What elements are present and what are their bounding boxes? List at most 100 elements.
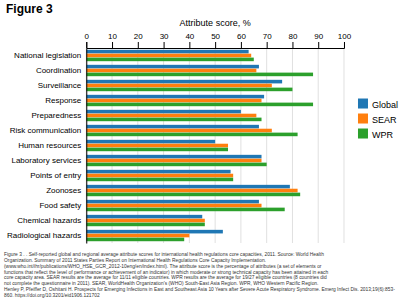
x-tick-label: 60 — [237, 32, 246, 41]
x-tick: 70 — [263, 32, 272, 48]
y-tick-label: National legislation — [14, 51, 81, 60]
grid-line — [343, 48, 344, 243]
y-tick-label: Human resources — [18, 141, 81, 150]
y-tick: Chemical hazards — [17, 216, 86, 225]
title: Figure 3 — [6, 2, 53, 16]
y-tick: National legislation — [14, 51, 86, 60]
y-tick-label: Radiological hazards — [7, 231, 81, 240]
y-tick-label: Risk communication — [10, 126, 82, 135]
y-axis-line — [86, 49, 87, 244]
annotation: functions that reflect the level of perf… — [4, 270, 328, 275]
x-tick-mark — [189, 42, 190, 48]
x-tick: 30 — [160, 32, 169, 48]
x-tick-label: 10 — [108, 32, 117, 41]
x-tick-label: 40 — [185, 32, 194, 41]
y-tick: Food safety — [39, 201, 86, 210]
bar — [86, 88, 292, 92]
bar — [86, 174, 233, 178]
x-tick: 100 — [338, 32, 352, 48]
y-tick-label: Chemical hazards — [17, 216, 81, 225]
bar — [86, 185, 290, 189]
grid — [86, 48, 344, 243]
bar — [86, 219, 205, 223]
x-tick-mark — [267, 42, 268, 48]
bar — [86, 234, 189, 238]
bar-series — [86, 54, 297, 238]
x-tick-mark — [318, 42, 319, 48]
y-tick-label: Preparedness — [31, 111, 81, 120]
x-tick-mark — [112, 42, 113, 48]
bar — [86, 200, 259, 204]
x-axis-title: Attribute score, % — [180, 18, 251, 28]
grid-line — [292, 48, 293, 243]
x-tick-mark — [164, 42, 165, 48]
bar — [86, 99, 261, 103]
bar — [86, 170, 230, 174]
x-axis: 0 10 20 30 40 50 60 70 80 90 100 — [85, 32, 352, 49]
grid-line — [86, 48, 87, 243]
legend-swatch — [358, 129, 368, 139]
legend: GlobalSEARWPR — [358, 99, 398, 140]
bar — [86, 103, 313, 107]
y-tick: Coordination — [36, 66, 86, 75]
x-tick: 10 — [108, 32, 117, 48]
bar — [86, 73, 313, 77]
y-tick: Surveillance — [38, 81, 87, 90]
bar — [86, 140, 215, 144]
annotation: 860. https://doi.org/10.3201/eid1906.121… — [4, 293, 100, 298]
x-tick-label: 50 — [211, 32, 220, 41]
x-tick-label: 30 — [160, 32, 169, 41]
x-tick-label: 80 — [288, 32, 297, 41]
y-tick-label: Response — [45, 96, 82, 105]
x-tick-label: 90 — [314, 32, 323, 41]
bar — [86, 163, 266, 167]
bar — [86, 144, 228, 148]
bar — [86, 178, 233, 182]
annotation: Figure 3 . . Self-reported global and re… — [4, 252, 324, 257]
y-tick: Response — [45, 96, 86, 105]
bar — [86, 110, 241, 114]
x-tick: 50 — [211, 32, 220, 48]
annotation: not complete the questionnaire in 2011).… — [4, 281, 318, 286]
x-tick: 40 — [185, 32, 194, 48]
y-tick: Zoonoses — [46, 186, 86, 195]
bar — [86, 114, 256, 118]
bar — [86, 58, 254, 62]
x-tick-mark — [138, 42, 139, 48]
legend-swatch — [358, 99, 368, 109]
bar — [86, 84, 272, 88]
legend-label: WPR — [372, 130, 393, 140]
bar — [86, 230, 223, 234]
x-tick-mark — [215, 42, 216, 48]
bar — [86, 65, 259, 69]
bar — [86, 133, 297, 137]
bar — [86, 159, 261, 163]
x-tick: 60 — [237, 32, 246, 48]
chart-container: Figure 3 . . Self-reported global and re… — [0, 0, 400, 300]
bar-series — [86, 58, 313, 242]
x-tick-label: 20 — [134, 32, 143, 41]
x-tick-mark — [86, 42, 87, 48]
y-tick: Human resources — [18, 141, 86, 150]
x-tick-label: 100 — [338, 32, 352, 41]
annotation: (www.who.int/ihr/publications/WHO_HSE_GC… — [4, 264, 322, 269]
y-tick-label: Points of entry — [30, 171, 81, 180]
x-tick: 20 — [134, 32, 143, 48]
x-tick-label: 0 — [85, 32, 90, 41]
annotation: core capacity area. SEAR results are the… — [4, 275, 327, 280]
grid-line — [266, 48, 267, 243]
y-tick-label: Food safety — [39, 201, 81, 210]
grid-line — [318, 48, 319, 243]
bars — [86, 50, 313, 241]
legend-item: WPR — [358, 129, 393, 140]
bar — [86, 215, 202, 219]
legend-swatch — [358, 114, 368, 124]
bar — [86, 193, 300, 197]
y-tick-label: Coordination — [36, 66, 81, 75]
y-tick: Risk communication — [10, 126, 87, 135]
x-tick: 0 — [85, 32, 90, 48]
bar — [86, 238, 184, 242]
bar — [86, 125, 259, 129]
legend-label: Global — [372, 100, 398, 110]
y-tick: Points of entry — [30, 171, 86, 180]
